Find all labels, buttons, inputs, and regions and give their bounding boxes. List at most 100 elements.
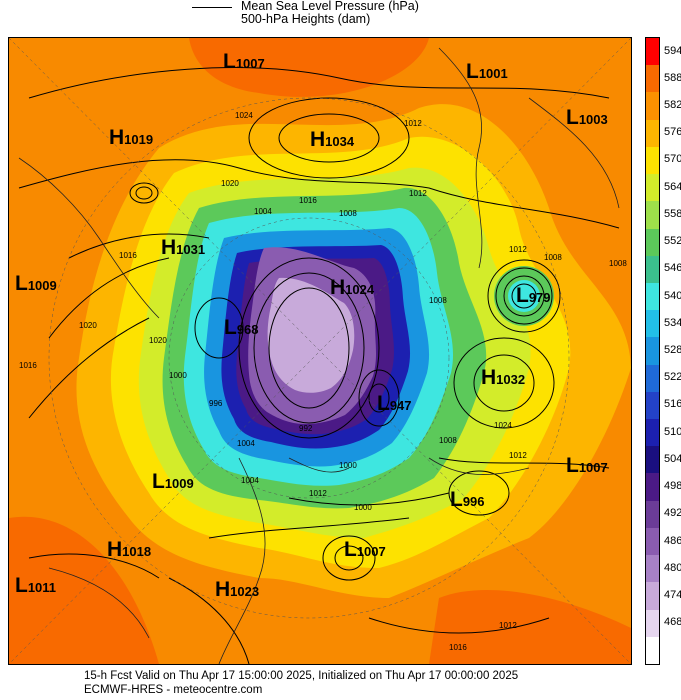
isobar-label-group: 1024 1020 1016 1012 1008 1004 1000 996 1… — [19, 111, 627, 652]
latitude-circle — [168, 217, 450, 499]
color-scale-segment — [646, 38, 659, 66]
color-scale-segment — [646, 364, 659, 393]
isobar — [28, 67, 610, 99]
color-scale-segment — [646, 446, 659, 474]
isobar-label: 1016 — [449, 643, 467, 652]
low-pressure-label: L979 — [516, 284, 551, 307]
isobar-label: 1024 — [494, 421, 512, 430]
color-scale-label: 582 — [664, 99, 681, 112]
isobar — [28, 317, 150, 419]
isobar — [253, 272, 365, 424]
isobar-label: 1004 — [254, 207, 272, 216]
color-scale-label: 522 — [664, 371, 681, 384]
isobar — [368, 383, 390, 413]
isobar — [135, 186, 153, 200]
isobar — [129, 182, 159, 204]
low-pressure-label: L1011 — [15, 574, 57, 597]
coastline — [288, 457, 350, 473]
color-scale-label: 492 — [664, 507, 681, 520]
color-scale-segment — [646, 174, 659, 202]
color-scale-label: 534 — [664, 316, 681, 329]
isobar-label: 1008 — [439, 436, 457, 445]
isobar-label: 1016 — [19, 361, 37, 370]
low-pressure-label: L996 — [450, 488, 485, 511]
isobar-label: 1004 — [237, 439, 255, 448]
coastline — [528, 97, 620, 209]
graticule-group — [9, 38, 631, 664]
color-scale-segment — [646, 119, 659, 148]
low-pressure-label: L968 — [224, 316, 259, 339]
isobar-label: 1016 — [299, 196, 317, 205]
coastline — [18, 157, 160, 319]
forecast-valid-text: 15-h Fcst Valid on Thu Apr 17 15:00:00 2… — [84, 670, 519, 682]
isobar-label: 1012 — [309, 489, 327, 498]
color-scale-segment — [646, 65, 659, 93]
low-pressure-label: L1001 — [466, 60, 508, 83]
chart-footer: 15-h Fcst Valid on Thu Apr 17 15:00:00 2… — [0, 668, 681, 700]
height-band-474 — [267, 277, 355, 393]
height-legend-text: 500-hPa Heights (dam) — [241, 12, 371, 26]
low-pressure-label: L1007 — [223, 50, 265, 73]
low-pressure-label: L1003 — [566, 106, 608, 129]
coastline — [438, 47, 483, 269]
map-canvas: 1024 1020 1016 1012 1008 1004 1000 996 1… — [9, 38, 631, 664]
high-pressure-label: H1024 — [330, 276, 375, 299]
isobar — [278, 113, 380, 163]
isobar — [511, 283, 537, 309]
high-pressure-label: H1031 — [161, 236, 206, 259]
isobar-label: 1012 — [499, 621, 517, 630]
isobar — [438, 457, 610, 469]
color-scale-label: 576 — [664, 126, 681, 139]
isobar — [473, 354, 535, 412]
color-scale-label: 558 — [664, 207, 681, 220]
color-scale-label: 546 — [664, 262, 681, 275]
isobar-group — [18, 67, 620, 664]
isobar — [68, 233, 210, 259]
isobar-label: 1012 — [409, 189, 427, 198]
coastline — [48, 567, 150, 639]
color-scale-segment — [646, 527, 659, 556]
isobar-label: 996 — [209, 399, 223, 408]
isobar — [453, 337, 555, 429]
color-scale-segment — [646, 282, 659, 311]
coastline-group — [18, 47, 620, 664]
height-band-588 — [429, 589, 631, 664]
isobar-label: 1020 — [149, 336, 167, 345]
isobar — [238, 257, 380, 439]
height-band-588 — [189, 38, 429, 97]
color-scale-segment — [646, 228, 659, 257]
color-scale-segment — [646, 337, 659, 366]
isobar-legend-line — [192, 7, 232, 8]
mslp-legend-text: Mean Sea Level Pressure (hPa) — [241, 0, 419, 13]
coastline — [218, 457, 266, 664]
color-scale-segment — [646, 473, 659, 502]
color-scale-label: 486 — [664, 534, 681, 547]
isobar-label: 1016 — [119, 251, 137, 260]
latitude-circle — [48, 97, 570, 619]
isobar — [358, 369, 400, 427]
chart-header: Mean Sea Level Pressure (hPa) 500-hPa He… — [0, 0, 681, 36]
color-scale-label: 594 — [664, 44, 681, 57]
isobar — [268, 287, 350, 409]
isobar — [248, 97, 410, 179]
color-scale-label: 540 — [664, 289, 681, 302]
color-scale-segment — [646, 500, 659, 529]
isobar — [194, 297, 244, 359]
color-scale-label: 468 — [664, 616, 681, 629]
isobar — [18, 159, 620, 229]
high-pressure-label: H1018 — [107, 538, 152, 561]
isobar-label: 1024 — [235, 111, 253, 120]
color-scale-label: 552 — [664, 235, 681, 248]
color-scale-segment — [646, 582, 659, 611]
isobar-label: 1000 — [354, 503, 372, 512]
isobar-label: 1008 — [339, 209, 357, 218]
isobar — [288, 492, 450, 506]
source-credit-text: ECMWF-HRES - meteocentre.com — [84, 684, 263, 696]
high-pressure-label: H1023 — [215, 578, 260, 601]
isobar — [487, 259, 561, 333]
color-scale-label: 588 — [664, 71, 681, 84]
isobar-label: 1012 — [509, 245, 527, 254]
color-scale-label: 516 — [664, 398, 681, 411]
isobar — [48, 257, 170, 339]
isobar-label: 1008 — [544, 253, 562, 262]
